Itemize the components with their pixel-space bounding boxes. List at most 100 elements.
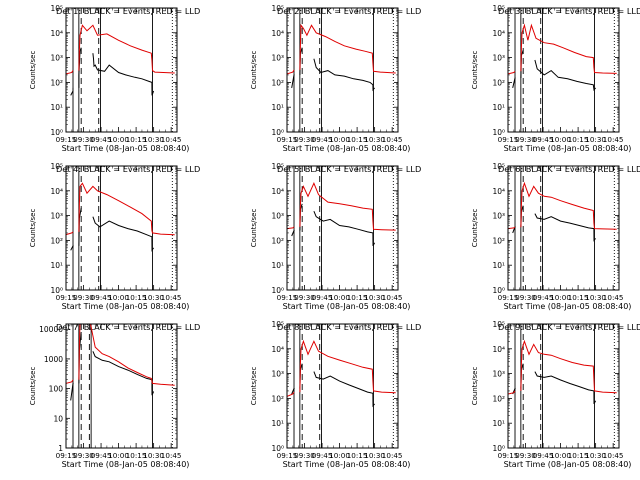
y-tick-label: 10⁵ xyxy=(492,4,505,13)
panel-det-9: Det 9: BLACK = Events, RED = LLD 10⁰ 10¹ 10… xyxy=(471,320,640,469)
y-tick-label: 10² xyxy=(492,78,505,87)
x-tick-label: 09:30 xyxy=(294,451,315,460)
y-tick-label: 100 xyxy=(49,385,64,394)
x-tick-label: 09:30 xyxy=(73,135,94,144)
panel-det-6: Det 6: BLACK = Events, RED = LLD 10⁰ 10¹ 10… xyxy=(471,162,640,311)
plot-frame xyxy=(286,323,399,449)
x-tick-label: 09:45 xyxy=(533,293,554,302)
x-tick-label: 10:45 xyxy=(161,451,182,460)
series-line-lld xyxy=(78,24,175,74)
series-line-events xyxy=(291,230,295,237)
panel-det-2: Det 2: BLACK = Events, RED = LLD 10⁰ 10¹ 10… xyxy=(250,4,421,153)
y-tick-label: 10⁵ xyxy=(50,162,63,171)
series-line-lld xyxy=(508,70,516,75)
y-tick-label: 10² xyxy=(50,236,63,245)
x-tick-label: 10:30 xyxy=(143,451,164,460)
x-tick-label: 09:45 xyxy=(533,451,554,460)
plot-frame xyxy=(507,323,620,449)
y-axis-label: Counts/sec xyxy=(250,209,258,248)
y-tick-label: 1000 xyxy=(44,355,63,364)
y-tick-label: 10⁵ xyxy=(271,4,284,13)
x-tick-label: 09:45 xyxy=(312,451,333,460)
panel-title: Det 5: BLACK = Events, RED = LLD xyxy=(277,164,421,174)
series-line-events xyxy=(92,216,155,252)
y-tick-label: 10⁰ xyxy=(271,444,284,453)
series-line-lld xyxy=(78,324,175,386)
y-tick-label: 10⁰ xyxy=(271,128,284,137)
y-tick-label: 10 xyxy=(53,414,63,423)
y-tick-label: 10⁴ xyxy=(492,187,505,196)
y-tick-label: 10³ xyxy=(271,54,284,63)
panel-det-7: Det 7: BLACK = Events, RED = LLD 1 10 100 10… xyxy=(29,322,200,469)
y-axis-label: Counts/sec xyxy=(471,51,479,90)
x-tick-label: 10:00 xyxy=(550,135,571,144)
series-line-lld xyxy=(78,182,175,236)
panel-det-1: Det 1: BLACK = Events, RED = LLD 10⁰ 10¹ 10… xyxy=(29,4,200,153)
panel-det-3: Det 3: BLACK = Events, RED = LLD 10⁰ 10¹ 10… xyxy=(471,4,640,153)
panel-title: Det 1: BLACK = Events, RED = LLD xyxy=(56,6,200,16)
x-tick-label: 10:15 xyxy=(126,293,147,302)
x-tick-label: 09:15 xyxy=(277,293,298,302)
y-tick-label: 10⁰ xyxy=(50,286,63,295)
x-tick-label: 09:15 xyxy=(498,293,519,302)
series-line-lld xyxy=(520,181,617,230)
x-tick-label: 10:15 xyxy=(126,135,147,144)
panel-title: Det 8: BLACK = Events, RED = LLD xyxy=(277,322,421,332)
x-axis-label: Start Time (08-Jan-05 08:08:40) xyxy=(283,144,411,153)
y-axis-label: Counts/sec xyxy=(29,51,37,90)
x-tick-label: 10:00 xyxy=(550,293,571,302)
y-tick-label: 1 xyxy=(58,444,63,453)
y-tick-label: 10¹ xyxy=(271,419,284,428)
x-tick-label: 10:15 xyxy=(347,135,368,144)
y-tick-label: 10⁴ xyxy=(271,29,284,38)
x-axis-label: Start Time (08-Jan-05 08:08:40) xyxy=(62,302,190,311)
series-line-events xyxy=(512,77,516,89)
y-tick-label: 10³ xyxy=(50,212,63,221)
series-line-events xyxy=(534,59,596,92)
y-tick-label: 10⁰ xyxy=(271,286,284,295)
y-tick-label: 10⁴ xyxy=(50,29,63,38)
x-tick-label: 09:45 xyxy=(312,293,333,302)
y-tick-label: 10² xyxy=(271,78,284,87)
series-line-lld xyxy=(287,391,295,397)
x-tick-label: 10:45 xyxy=(382,135,403,144)
x-tick-label: 09:30 xyxy=(515,451,536,460)
x-tick-label: 09:30 xyxy=(515,135,536,144)
series-line-events xyxy=(512,226,516,234)
x-tick-label: 09:15 xyxy=(277,135,298,144)
x-axis-label: Start Time (08-Jan-05 08:08:40) xyxy=(62,460,190,469)
x-tick-label: 10:45 xyxy=(603,293,624,302)
panel-title: Det 7: BLACK = Events, RED = LLD xyxy=(56,322,200,332)
series-line-events xyxy=(70,245,74,251)
x-axis-label: Start Time (08-Jan-05 08:08:40) xyxy=(62,144,190,153)
x-tick-label: 10:30 xyxy=(585,135,606,144)
x-tick-label: 10:30 xyxy=(585,293,606,302)
x-axis-label: Start Time (08-Jan-05 08:08:40) xyxy=(283,302,411,311)
series-line-events xyxy=(92,53,155,96)
y-tick-label: 10⁵ xyxy=(492,320,505,329)
x-tick-label: 09:30 xyxy=(73,293,94,302)
panel-title: Det 6: BLACK = Events, RED = LLD xyxy=(498,164,640,174)
panel-det-4: Det 4: BLACK = Events, RED = LLD 10⁰ 10¹ 10… xyxy=(29,162,200,311)
y-tick-label: 10³ xyxy=(271,212,284,221)
series-line-events xyxy=(70,87,74,96)
y-axis-label: Counts/sec xyxy=(471,209,479,248)
y-tick-label: 10⁴ xyxy=(50,187,63,196)
series-line-lld xyxy=(287,69,295,75)
panel-det-5: Det 5: BLACK = Events, RED = LLD 10⁰ 10¹ 10… xyxy=(250,162,421,311)
series-line-events xyxy=(291,388,295,395)
series-line-events xyxy=(512,388,516,395)
series-line-lld xyxy=(299,182,396,231)
series-line-events xyxy=(313,58,375,92)
series-line-events xyxy=(313,211,376,247)
x-tick-label: 10:45 xyxy=(382,293,403,302)
plot-frame xyxy=(507,7,620,133)
series-line-lld xyxy=(66,70,74,75)
y-tick-label: 10¹ xyxy=(271,103,284,112)
y-axis-label: Counts/sec xyxy=(250,51,258,90)
plot-frame xyxy=(286,7,399,133)
x-tick-label: 10:30 xyxy=(143,293,164,302)
y-tick-label: 10⁵ xyxy=(271,320,284,329)
series-line-events xyxy=(534,213,596,242)
